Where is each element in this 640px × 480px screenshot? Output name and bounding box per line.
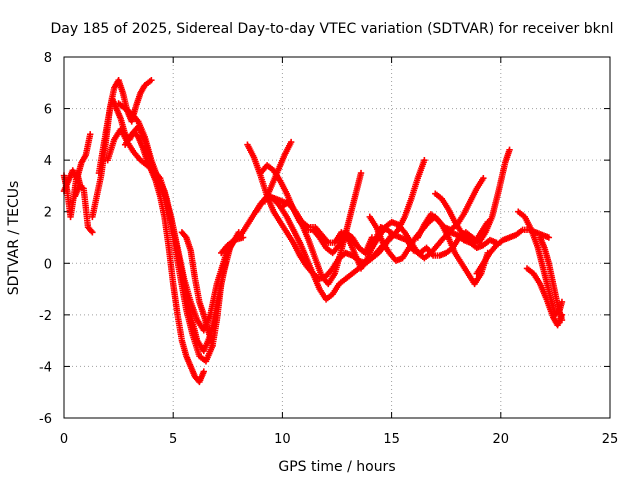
series-arc-3 [71, 182, 96, 236]
x-tick-label: 10 [274, 432, 291, 447]
y-tick-label: 4 [44, 154, 52, 169]
x-tick-label: 0 [60, 432, 68, 447]
data-point [421, 156, 428, 164]
data-point [88, 227, 95, 235]
data-points [60, 77, 566, 386]
series-arc-18 [414, 174, 487, 241]
y-tick-label: 8 [44, 51, 52, 66]
data-point [357, 169, 365, 177]
y-tick-label: 2 [44, 206, 52, 221]
y-tick-label: 0 [44, 257, 52, 272]
x-tick-label: 25 [602, 432, 619, 447]
x-axis-label: GPS time / hours [278, 459, 395, 475]
data-point [89, 229, 96, 236]
x-tick-label: 15 [383, 432, 400, 447]
data-point [506, 146, 513, 154]
data-point [287, 138, 295, 146]
data-point [148, 77, 155, 84]
data-point [558, 316, 566, 324]
data-point [200, 368, 207, 375]
data-point [484, 218, 491, 226]
x-tick-label: 5 [169, 432, 177, 447]
series-arc-19 [432, 190, 491, 246]
x-tick-label: 20 [493, 432, 510, 447]
data-point [222, 260, 229, 267]
y-axis-label: SDTVAR / TECUs [6, 181, 22, 296]
series-arc-9 [178, 229, 229, 349]
data-point [480, 174, 487, 182]
plot-frame [63, 56, 611, 419]
series-arc-23 [536, 234, 566, 324]
y-tick-label: -2 [39, 309, 52, 324]
series-arc-14 [261, 138, 295, 205]
y-tick-label: 6 [44, 103, 52, 118]
chart-title: Day 185 of 2025, Sidereal Day-to-day VTE… [51, 21, 614, 37]
data-point [87, 131, 94, 138]
y-tick-label: -4 [39, 360, 52, 375]
series-arc-6 [104, 126, 216, 365]
data-point [545, 234, 553, 241]
y-tick-label: -6 [39, 412, 52, 427]
